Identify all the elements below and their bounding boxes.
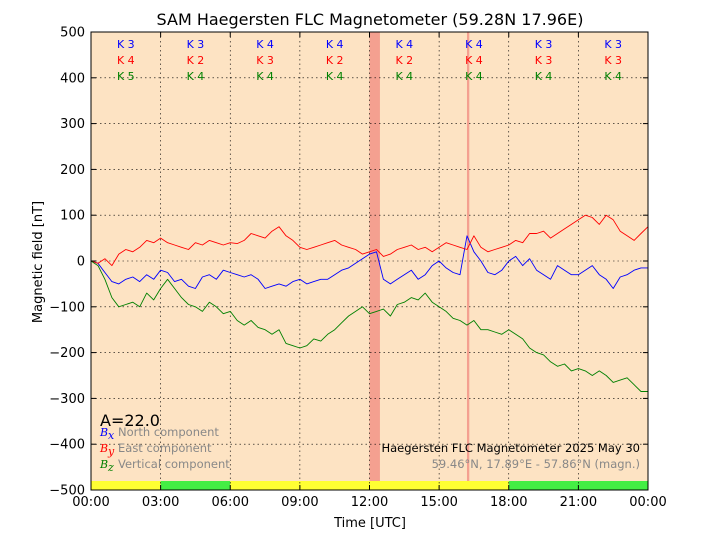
info-coordinates: 59.46°N, 17.89°E - 57.86°N (magn.) [432, 457, 640, 471]
y-tick-label: 300 [60, 117, 85, 132]
k-index-vertical: K 4 [187, 70, 205, 83]
info-title: Haegersten FLC Magnetometer 2025 May 30 [381, 441, 640, 455]
k-index-north: K 4 [256, 38, 274, 51]
legend-label-x: North component [118, 425, 219, 439]
k-index-north: K 3 [604, 38, 622, 51]
series-line-east [90, 214, 649, 267]
x-tick-label: 00:00 [629, 495, 666, 510]
k-index-east: K 3 [535, 54, 553, 67]
legend-subscript-x: x [108, 429, 115, 442]
x-tick-labels: 00:00 03:00 06:00 09:00 12:00 15:00 18:00 21:00… [72, 495, 666, 510]
k-index-east: K 2 [395, 54, 413, 67]
y-tick-label: 100 [60, 209, 85, 224]
k-index-east: K 3 [604, 54, 622, 67]
chart-title: SAM Haegersten FLC Magnetometer (59.28N … [157, 10, 584, 29]
k-index-vertical: K 4 [465, 70, 483, 83]
x-tick-label: 12:00 [351, 495, 388, 510]
y-tick-labels: −500 −400 −300 −200 −100 0 100 200 300 400 500 [49, 26, 85, 499]
x-tick-label: 00:00 [72, 495, 109, 510]
x-tick-label: 21:00 [560, 495, 597, 510]
legend-symbol-z: B [99, 458, 108, 471]
x-tick-label: 15:00 [420, 495, 457, 510]
k-index-north: K 4 [326, 38, 344, 51]
k-index-east: K 3 [256, 54, 274, 67]
legend-symbol-x: B [99, 426, 108, 439]
k-index-east: K 2 [187, 54, 205, 67]
series-line-vertical [90, 260, 648, 392]
x-tick-label: 09:00 [281, 495, 318, 510]
x-tick-label: 06:00 [212, 495, 249, 510]
y-axis-label: Magnetic field [nT] [31, 201, 46, 323]
k-index-north: K 3 [187, 38, 205, 51]
k-index-north: K 3 [117, 38, 135, 51]
k-index-east: K 4 [465, 54, 483, 67]
highlight-band [466, 32, 470, 490]
k-index-vertical: K 4 [535, 70, 553, 83]
legend-subscript-z: z [107, 461, 114, 474]
k-index-labels: K 3 K 3 K 4 K 4 K 4 K 4 K 3 K 3 K 4 K 2 K 3 K 2 K 2 K… [117, 38, 622, 83]
k-index-east: K 2 [326, 54, 344, 67]
legend-label-y: East component [118, 441, 212, 455]
k-index-east: K 4 [117, 54, 135, 67]
x-tick-label: 03:00 [142, 495, 179, 510]
daylight-segment [91, 481, 161, 490]
k-index-vertical: K 4 [256, 70, 274, 83]
y-tick-label: 500 [60, 26, 85, 41]
y-tick-label: 0 [77, 255, 85, 270]
k-index-vertical: K 5 [117, 70, 135, 83]
y-tick-label: −400 [49, 438, 85, 453]
k-index-north: K 4 [395, 38, 413, 51]
y-tick-label: −100 [49, 300, 85, 315]
k-index-vertical: K 4 [604, 70, 622, 83]
k-index-vertical: K 4 [395, 70, 413, 83]
k-index-north: K 4 [465, 38, 483, 51]
legend-symbol-y: B [99, 442, 108, 455]
y-tick-label: −500 [49, 484, 85, 499]
k-index-north: K 3 [535, 38, 553, 51]
activity-index: A=22.0 [100, 411, 160, 430]
data-series [90, 214, 649, 392]
legend-label-z: Vertical component [118, 457, 230, 471]
k-index-vertical: K 4 [326, 70, 344, 83]
y-tick-label: 200 [60, 163, 85, 178]
daylight-segment [160, 481, 231, 490]
y-tick-label: 400 [60, 71, 85, 86]
x-tick-label: 18:00 [490, 495, 527, 510]
y-tick-label: −200 [49, 346, 85, 361]
y-tick-label: −300 [49, 392, 85, 407]
series-line-north [90, 235, 648, 289]
legend-subscript-y: y [107, 445, 115, 458]
x-axis-label: Time [UTC] [333, 516, 406, 531]
grid-lines [91, 32, 648, 490]
plot-frame [90, 31, 649, 491]
